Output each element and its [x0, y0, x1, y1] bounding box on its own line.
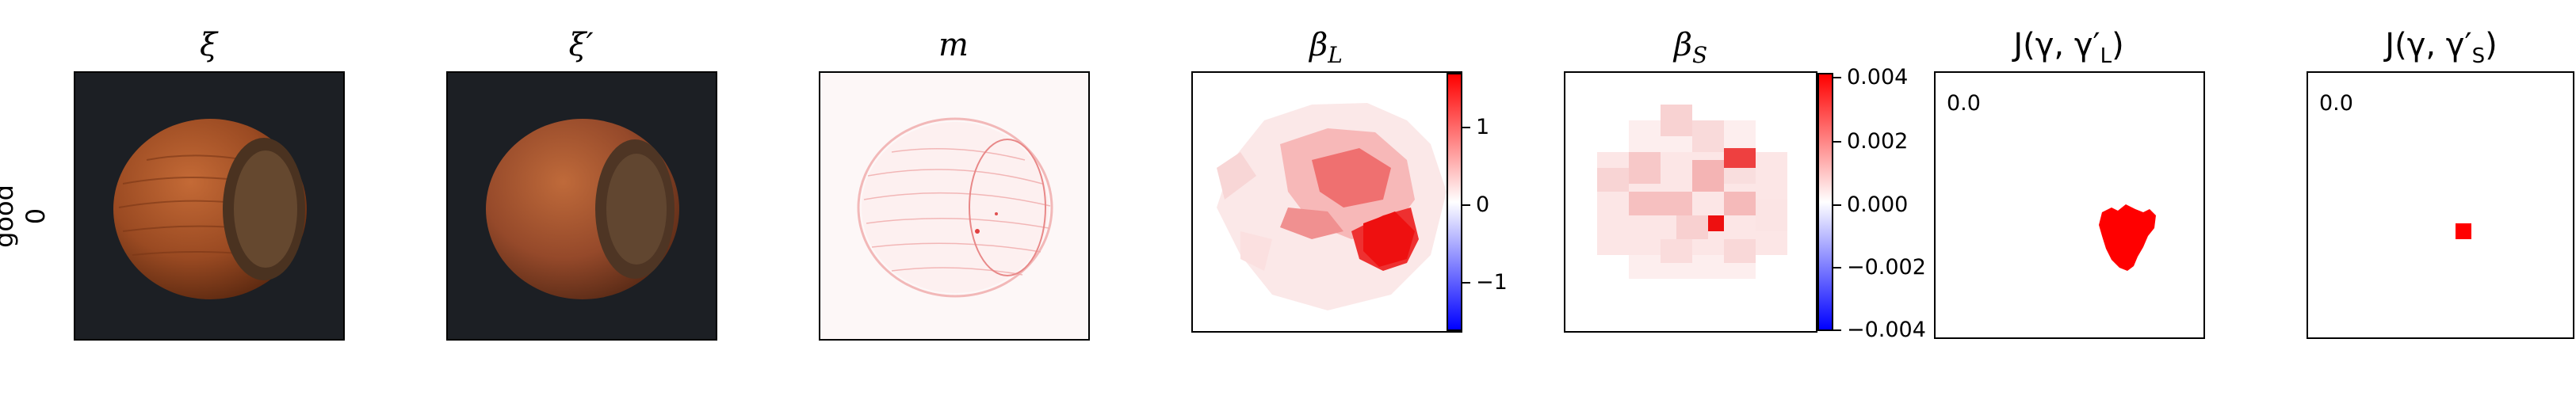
title-m: m	[938, 27, 969, 63]
title-j-l-suffix: )	[2112, 27, 2124, 63]
image-j-l: 0.0	[1934, 71, 2205, 339]
title-j-l-prefix: J(γ, γ′	[2013, 27, 2100, 63]
cbar-l-tick	[1462, 282, 1470, 284]
cbar-s-label: 0.000	[1847, 192, 1909, 217]
title-j-s-sub: S	[2471, 44, 2486, 68]
score-j-l: 0.0	[1947, 91, 1981, 116]
colorbar-beta-l	[1447, 73, 1462, 331]
cbar-s-label: −0.002	[1847, 255, 1926, 280]
image-mask-m	[819, 71, 1090, 341]
j-s-mask	[2456, 223, 2471, 239]
cbar-s-label: 0.004	[1847, 65, 1909, 89]
row-label-index: 0	[21, 208, 51, 225]
title-xi-prime: ξ′	[568, 27, 594, 63]
title-j-s-prefix: J(γ, γ′	[2385, 27, 2472, 63]
image-beta-l	[1191, 71, 1462, 333]
cbar-s-label: 0.002	[1847, 129, 1909, 154]
beta-s-heatmap	[1565, 73, 1816, 331]
row-label-class: good	[0, 185, 19, 248]
hazelnut-image	[75, 73, 343, 339]
title-j-s: J(γ, γ′S)	[2307, 17, 2576, 73]
cbar-l-tick	[1462, 127, 1470, 128]
title-xi: ξ	[199, 27, 218, 63]
cbar-s-tick	[1833, 77, 1841, 78]
cbar-l-label: −1	[1476, 270, 1508, 295]
title-beta-l: βL	[1191, 17, 1461, 73]
cbar-l-tick	[1462, 204, 1470, 206]
title-beta-l-main: β	[1309, 27, 1328, 63]
row-label: good 0	[0, 137, 59, 295]
image-xi-prime	[446, 71, 717, 341]
beta-l-heatmap	[1193, 73, 1461, 331]
image-beta-s	[1564, 71, 1817, 333]
cbar-s-label: −0.004	[1847, 318, 1926, 342]
hazelnut-image-blurred	[448, 73, 716, 339]
title-j-l-sub: L	[2100, 44, 2112, 68]
score-j-s: 0.0	[2319, 91, 2353, 116]
cbar-l-label: 1	[1476, 115, 1490, 139]
j-l-mask	[2099, 204, 2156, 271]
cbar-s-tick	[1833, 267, 1841, 268]
cbar-s-tick	[1833, 329, 1841, 331]
colorbar-beta-s	[1817, 73, 1833, 331]
cbar-s-tick	[1833, 204, 1841, 206]
cbar-l-label: 0	[1476, 192, 1490, 217]
image-j-s: 0.0	[2307, 71, 2574, 339]
cbar-s-tick	[1833, 141, 1841, 143]
mask-heatmap	[820, 73, 1088, 339]
title-j-l: J(γ, γ′L)	[1934, 17, 2203, 73]
image-xi	[74, 71, 345, 341]
title-j-s-suffix: )	[2485, 27, 2498, 63]
title-beta-s-sub: S	[1691, 42, 1708, 68]
title-beta-s: βS	[1564, 17, 1817, 73]
title-beta-l-sub: L	[1328, 42, 1343, 68]
title-beta-s-main: β	[1673, 27, 1692, 63]
